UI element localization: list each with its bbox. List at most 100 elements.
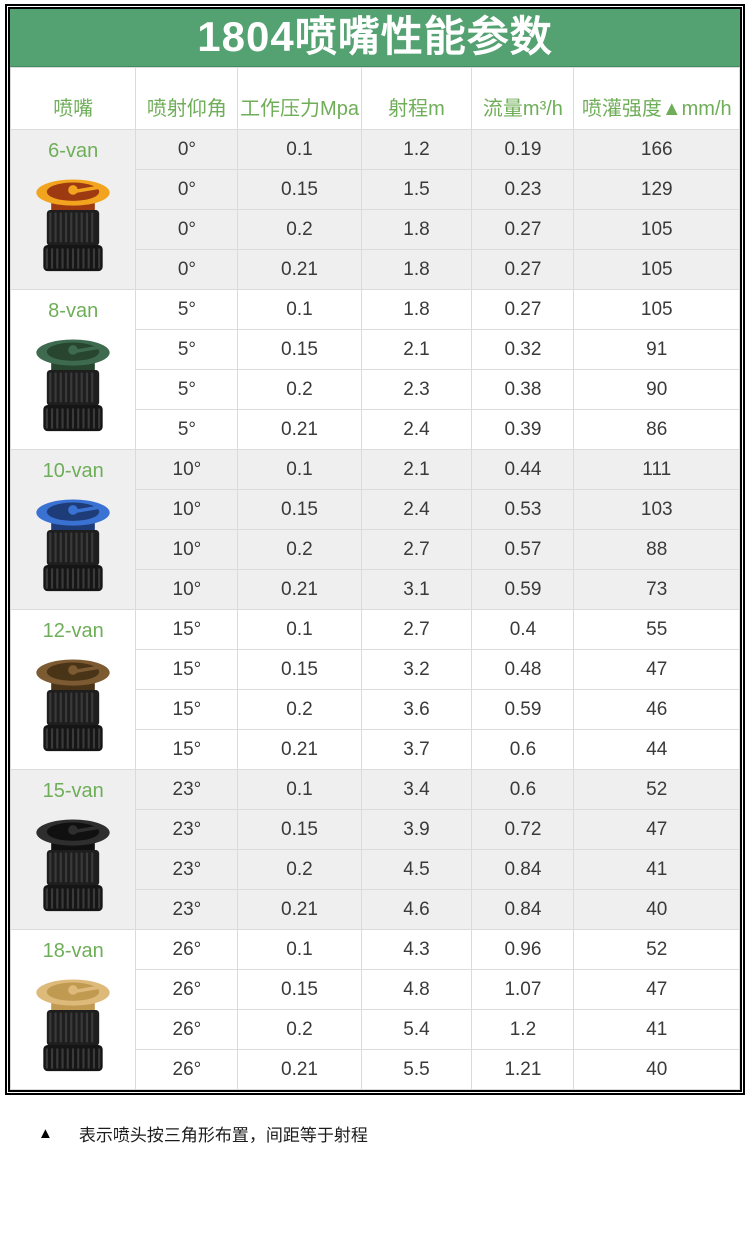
spec-table-body: 6-van 0° 0.1 1.2 0.19 166 0° 0.15 1.5 0.23 129 0° 0.… (9, 129, 740, 1090)
nozzle-product-image (11, 647, 135, 761)
cell-intensity: 105 (573, 249, 740, 290)
nozzle-product-image (11, 967, 135, 1081)
cell-flow: 0.27 (471, 289, 575, 330)
cell-intensity: 52 (573, 929, 740, 970)
table-row: 10° 0.15 2.4 0.53 103 (11, 489, 740, 530)
cell-pressure: 0.2 (237, 1009, 362, 1050)
cell-angle: 10° (135, 489, 239, 530)
table-row: 15° 0.21 3.7 0.6 44 (11, 729, 740, 770)
table-row: 23° 0.2 4.5 0.84 41 (11, 849, 740, 890)
cell-angle: 23° (135, 809, 239, 850)
cell-range: 2.1 (360, 329, 473, 370)
nozzle-model-label: 15-van (42, 780, 104, 802)
page-title: 1804喷嘴性能参数 (10, 9, 740, 67)
cell-pressure: 0.1 (237, 449, 362, 490)
cell-pressure: 0.1 (237, 929, 362, 970)
table-row: 23° 0.15 3.9 0.72 47 (11, 809, 740, 850)
cell-intensity: 91 (573, 329, 740, 370)
cell-angle: 10° (135, 529, 239, 570)
cell-range: 4.5 (360, 849, 473, 890)
table-row: 15° 0.15 3.2 0.48 47 (11, 649, 740, 690)
nozzle-cell-8-van: 8-van (9, 289, 137, 450)
cell-range: 5.4 (360, 1009, 473, 1050)
cell-pressure: 0.1 (237, 129, 362, 170)
cell-range: 2.3 (360, 369, 473, 410)
table-row: 5° 0.2 2.3 0.38 90 (11, 369, 740, 410)
cell-intensity: 40 (573, 889, 740, 930)
cell-range: 4.8 (360, 969, 473, 1010)
cell-range: 2.7 (360, 529, 473, 570)
cell-angle: 26° (135, 1049, 239, 1090)
cell-intensity: 41 (573, 1009, 740, 1050)
table-row: 26° 0.21 5.5 1.21 40 (11, 1049, 740, 1090)
cell-intensity: 129 (573, 169, 740, 210)
cell-intensity: 86 (573, 409, 740, 450)
cell-pressure: 0.2 (237, 369, 362, 410)
table-row: 15-van 23° 0.1 3.4 0.6 52 (9, 769, 740, 930)
cell-flow: 0.27 (471, 249, 575, 290)
cell-intensity: 46 (573, 689, 740, 730)
cell-range: 5.5 (360, 1049, 473, 1090)
cell-pressure: 0.1 (237, 609, 362, 650)
spec-sheet-frame: 1804喷嘴性能参数 喷嘴 喷射仰角 工作压力Mpa 射程m 流量m³/h 喷灌… (5, 4, 745, 1095)
table-row: 6-van 0° 0.1 1.2 0.19 166 (9, 129, 740, 290)
cell-flow: 0.96 (471, 929, 575, 970)
cell-pressure: 0.15 (237, 169, 362, 210)
table-row: 0° 0.15 1.5 0.23 129 (11, 169, 740, 210)
cell-range: 4.6 (360, 889, 473, 930)
cell-pressure: 0.2 (237, 209, 362, 250)
cell-angle: 15° (135, 689, 239, 730)
cell-pressure: 0.15 (237, 809, 362, 850)
cell-flow: 0.48 (471, 649, 575, 690)
header-range: 射程m (360, 67, 473, 130)
footnote-text: 表示喷头按三角形布置，间距等于射程 (78, 1126, 368, 1145)
cell-intensity: 90 (573, 369, 740, 410)
cell-angle: 26° (135, 969, 239, 1010)
cell-pressure: 0.15 (237, 969, 362, 1010)
table-row: 5° 0.21 2.4 0.39 86 (11, 409, 740, 450)
cell-angle: 23° (135, 889, 239, 930)
nozzle-cell-12-van: 12-van (9, 609, 137, 770)
cell-intensity: 47 (573, 649, 740, 690)
nozzle-icon (36, 499, 110, 592)
cell-pressure: 0.1 (237, 289, 362, 330)
cell-intensity: 40 (573, 1049, 740, 1090)
cell-intensity: 105 (573, 209, 740, 250)
cell-pressure: 0.15 (237, 489, 362, 530)
cell-flow: 0.59 (471, 569, 575, 610)
cell-flow: 0.53 (471, 489, 575, 530)
cell-pressure: 0.1 (237, 769, 362, 810)
spec-table: 喷嘴 喷射仰角 工作压力Mpa 射程m 流量m³/h 喷灌强度▲mm/h 6-v… (9, 67, 740, 1090)
cell-range: 1.8 (360, 249, 473, 290)
cell-range: 2.4 (360, 489, 473, 530)
cell-angle: 5° (135, 409, 239, 450)
cell-flow: 1.21 (471, 1049, 575, 1090)
cell-pressure: 0.2 (237, 529, 362, 570)
cell-flow: 0.57 (471, 529, 575, 570)
cell-range: 4.3 (360, 929, 473, 970)
cell-range: 3.6 (360, 689, 473, 730)
table-row: 26° 0.2 5.4 1.2 41 (11, 1009, 740, 1050)
header-nozzle: 喷嘴 (9, 67, 137, 130)
table-row: 18-van 26° 0.1 4.3 0.96 52 (9, 929, 740, 1090)
cell-range: 3.9 (360, 809, 473, 850)
cell-pressure: 0.15 (237, 329, 362, 370)
table-row: 12-van 15° 0.1 2.7 0.4 55 (9, 609, 740, 770)
nozzle-product-image (11, 167, 135, 281)
cell-range: 3.1 (360, 569, 473, 610)
cell-pressure: 0.21 (237, 729, 362, 770)
nozzle-cell-10-van: 10-van (9, 449, 137, 610)
cell-range: 1.2 (360, 129, 473, 170)
cell-pressure: 0.2 (237, 689, 362, 730)
header-pressure: 工作压力Mpa (237, 67, 362, 130)
nozzle-model-label: 6-van (48, 140, 99, 162)
cell-pressure: 0.21 (237, 1049, 362, 1090)
cell-angle: 5° (135, 289, 239, 330)
cell-pressure: 0.21 (237, 569, 362, 610)
cell-angle: 0° (135, 129, 239, 170)
cell-pressure: 0.2 (237, 849, 362, 890)
cell-flow: 0.84 (471, 849, 575, 890)
nozzle-icon (36, 339, 110, 432)
cell-intensity: 73 (573, 569, 740, 610)
table-row: 0° 0.21 1.8 0.27 105 (11, 249, 740, 290)
